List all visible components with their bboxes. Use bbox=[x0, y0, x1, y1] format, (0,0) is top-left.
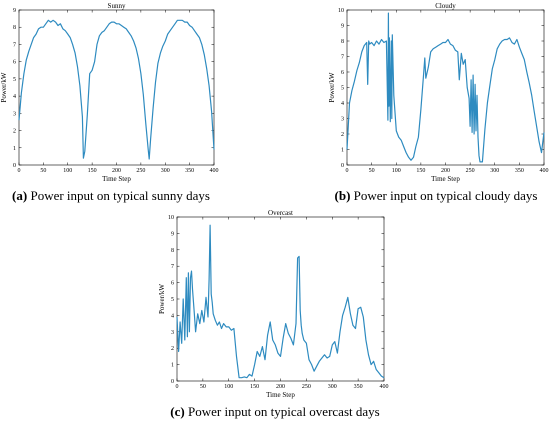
x-tick-label: 400 bbox=[380, 384, 389, 390]
x-tick-label: 300 bbox=[490, 168, 499, 174]
x-tick-label: 50 bbox=[369, 168, 375, 174]
y-tick-label: 2 bbox=[341, 132, 344, 138]
y-tick-label: 9 bbox=[341, 24, 344, 30]
y-tick-label: 5 bbox=[13, 77, 16, 83]
x-tick-label: 350 bbox=[354, 384, 363, 390]
caption-overcast: (c) Power input on typical overcast days bbox=[155, 404, 395, 420]
y-tick-label: 4 bbox=[171, 313, 174, 319]
chart-cloudy: Cloudy 0 50 100 150 200 250 300 350 400 0 1 2 3 4 5 6 7 8 9… bbox=[328, 2, 549, 183]
y-tick-label: 10 bbox=[168, 215, 174, 221]
y-axis-label: Power/kW bbox=[158, 284, 166, 314]
chart-title-overcast: Overcast bbox=[268, 209, 293, 217]
caption-overcast-text: Power input on typical overcast days bbox=[184, 404, 380, 419]
y-tick-label: 10 bbox=[338, 8, 344, 14]
y-tick-label: 4 bbox=[13, 94, 16, 100]
y-tick-label: 9 bbox=[13, 8, 16, 14]
y-axis-label: Power/kW bbox=[0, 72, 8, 102]
y-tick-label: 6 bbox=[171, 281, 174, 287]
y-tick-label: 8 bbox=[13, 25, 16, 31]
x-tick-label: 400 bbox=[540, 168, 549, 174]
x-axis-label: Time Step bbox=[266, 391, 295, 399]
x-tick-label: 0 bbox=[176, 384, 179, 390]
series-line-cloudy bbox=[346, 12, 545, 163]
x-tick-label: 50 bbox=[200, 384, 206, 390]
x-tick-label: 300 bbox=[161, 168, 170, 174]
x-tick-label: 150 bbox=[250, 384, 259, 390]
x-tick-label: 0 bbox=[346, 168, 349, 174]
x-tick-label: 200 bbox=[276, 384, 285, 390]
y-tick-label: 7 bbox=[341, 55, 344, 61]
y-tick-label: 7 bbox=[171, 264, 174, 270]
x-tick-label: 100 bbox=[392, 168, 401, 174]
chart-panel-sunny: Sunny 0 50 100 150 200 250 300 350 400 0 1 2 3 4 5 6 7 8 9 T… bbox=[0, 0, 220, 188]
chart-sunny: Sunny 0 50 100 150 200 250 300 350 400 0 1 2 3 4 5 6 7 8 9 T… bbox=[0, 2, 219, 183]
y-tick-label: 1 bbox=[341, 148, 344, 154]
x-tick-label: 250 bbox=[136, 168, 145, 174]
series-line-overcast bbox=[176, 224, 385, 379]
y-tick-label: 6 bbox=[13, 60, 16, 66]
y-axis-label: Power/kW bbox=[328, 72, 336, 102]
x-tick-label: 350 bbox=[185, 168, 194, 174]
caption-cloudy-text: Power input on typical cloudy days bbox=[350, 188, 538, 203]
y-tick-label: 9 bbox=[171, 231, 174, 237]
caption-sunny-text: Power input on typical sunny days bbox=[27, 188, 210, 203]
x-tick-label: 200 bbox=[112, 168, 121, 174]
x-tick-label: 250 bbox=[466, 168, 475, 174]
y-tick-label: 2 bbox=[13, 129, 16, 135]
y-tick-label: 5 bbox=[341, 86, 344, 92]
chart-title-cloudy: Cloudy bbox=[435, 2, 456, 10]
plot-frame-cloudy bbox=[346, 9, 545, 166]
x-axis-label: Time Step bbox=[102, 175, 131, 183]
caption-sunny-tag: (a) bbox=[12, 188, 28, 203]
x-tick-label: 150 bbox=[88, 168, 97, 174]
y-tick-label: 7 bbox=[13, 42, 16, 48]
chart-panel-cloudy: Cloudy 0 50 100 150 200 250 300 350 400 0 1 2 3 4 5 6 7 8 9… bbox=[328, 0, 550, 188]
y-tick-label: 5 bbox=[171, 297, 174, 303]
x-tick-label: 50 bbox=[40, 168, 46, 174]
chart-panel-overcast: Overcast 0 50 100 150 200 250 300 350 400 0 1 2 3 4 5 6 7… bbox=[158, 207, 390, 404]
y-tick-label: 2 bbox=[171, 346, 174, 352]
y-tick-label: 1 bbox=[171, 363, 174, 369]
y-tick-label: 0 bbox=[171, 379, 174, 385]
caption-cloudy: (b) Power input on typical cloudy days bbox=[322, 188, 550, 204]
chart-overcast: Overcast 0 50 100 150 200 250 300 350 400 0 1 2 3 4 5 6 7… bbox=[158, 209, 389, 399]
y-tick-label: 4 bbox=[341, 101, 344, 107]
x-tick-label: 100 bbox=[224, 384, 233, 390]
x-tick-label: 200 bbox=[441, 168, 450, 174]
x-tick-label: 300 bbox=[328, 384, 337, 390]
series-line-sunny bbox=[18, 19, 215, 160]
x-tick-label: 400 bbox=[210, 168, 219, 174]
y-tick-label: 8 bbox=[171, 248, 174, 254]
y-tick-label: 3 bbox=[171, 330, 174, 336]
y-tick-label: 1 bbox=[13, 146, 16, 152]
x-tick-label: 250 bbox=[302, 384, 311, 390]
y-tick-label: 0 bbox=[341, 163, 344, 169]
plot-frame-sunny bbox=[18, 9, 215, 166]
x-axis-label: Time Step bbox=[431, 175, 460, 183]
y-tick-label: 3 bbox=[13, 111, 16, 117]
y-tick-label: 3 bbox=[341, 117, 344, 123]
x-tick-label: 350 bbox=[515, 168, 524, 174]
y-tick-label: 6 bbox=[341, 70, 344, 76]
x-tick-label: 150 bbox=[416, 168, 425, 174]
caption-cloudy-tag: (b) bbox=[334, 188, 351, 203]
caption-overcast-tag: (c) bbox=[170, 404, 185, 419]
chart-title-sunny: Sunny bbox=[108, 2, 126, 10]
caption-sunny: (a) Power input on typical sunny days bbox=[0, 188, 222, 204]
y-tick-label: 0 bbox=[13, 163, 16, 169]
x-tick-label: 0 bbox=[18, 168, 21, 174]
x-tick-label: 100 bbox=[63, 168, 72, 174]
y-tick-label: 8 bbox=[341, 39, 344, 45]
